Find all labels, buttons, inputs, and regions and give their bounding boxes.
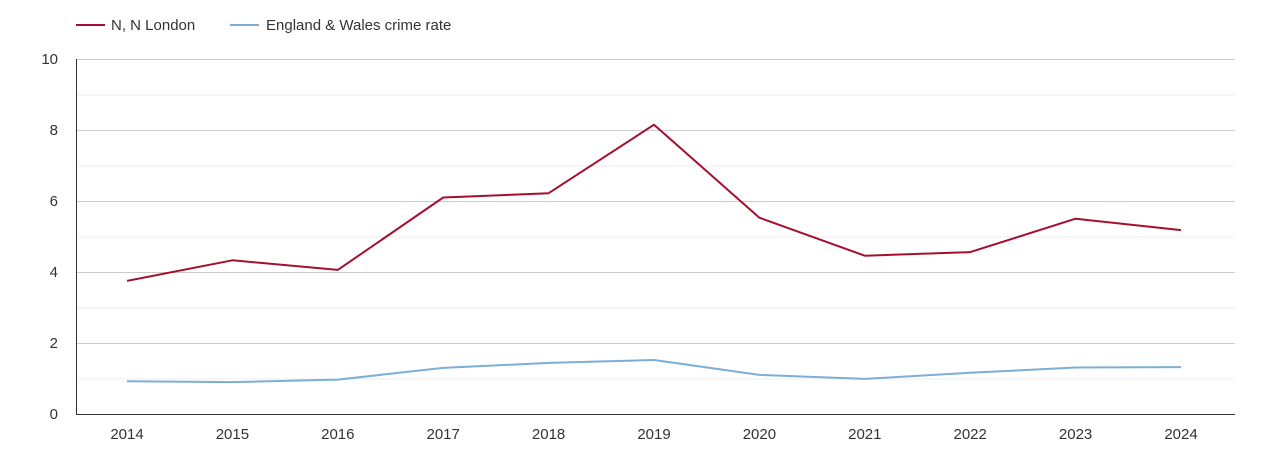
series-layer — [126, 123, 1182, 384]
y-tick-label: 8 — [50, 122, 58, 139]
x-tick-label: 2016 — [321, 426, 354, 443]
legend: N, N London England & Wales crime rate — [76, 17, 451, 34]
y-tick-label: 6 — [50, 193, 58, 210]
y-tick-label: 4 — [50, 264, 58, 281]
x-tick-label: 2024 — [1164, 426, 1197, 443]
x-axis: 2014 2015 2016 2017 2018 2019 2020 2021 2022 2023… — [76, 414, 1235, 443]
legend-item-england-wales[interactable]: England & Wales crime rate — [230, 17, 451, 34]
x-tick-label: 2023 — [1059, 426, 1092, 443]
gridlines — [76, 59, 1235, 380]
x-tick-label: 2018 — [532, 426, 565, 443]
legend-label-england-wales: England & Wales crime rate — [266, 17, 451, 34]
x-tick-label: 2015 — [216, 426, 249, 443]
x-tick-label: 2020 — [743, 426, 776, 443]
x-tick-label: 2019 — [637, 426, 670, 443]
y-axis: 0 2 4 6 8 10 — [41, 51, 77, 423]
y-tick-label: 10 — [41, 51, 58, 68]
y-tick-label: 2 — [50, 335, 58, 352]
x-tick-label: 2014 — [110, 426, 143, 443]
series-line-1[interactable] — [126, 359, 1182, 384]
x-tick-label: 2021 — [848, 426, 881, 443]
legend-label-n-london: N, N London — [111, 17, 195, 34]
y-tick-label: 0 — [50, 406, 58, 423]
x-tick-label: 2022 — [954, 426, 987, 443]
x-tick-label: 2017 — [427, 426, 460, 443]
series-line-0[interactable] — [126, 123, 1182, 282]
legend-item-n-london[interactable]: N, N London — [76, 17, 195, 34]
